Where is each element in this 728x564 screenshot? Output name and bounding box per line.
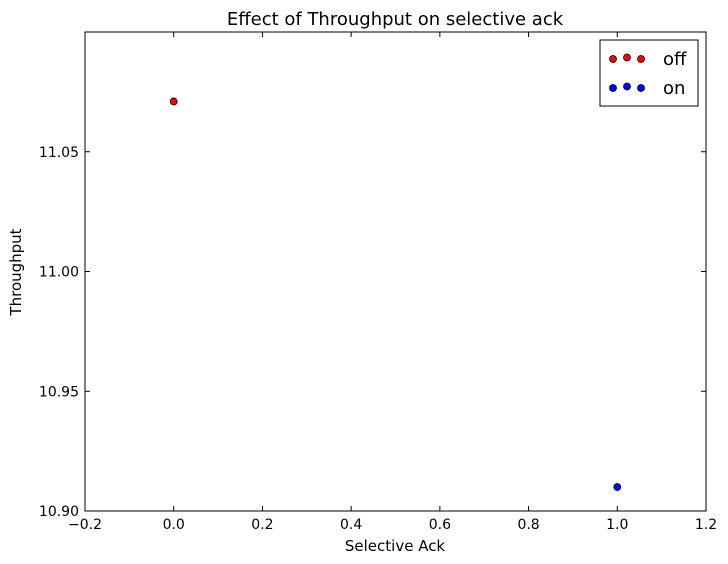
data-point-on	[613, 483, 622, 491]
x-tick-label: 1.2	[695, 517, 717, 533]
y-tick-label: 11.00	[39, 265, 79, 281]
x-tick-label: 1.0	[606, 517, 628, 533]
x-tick-label: 0.4	[340, 517, 362, 533]
legend-label-on: on	[663, 78, 685, 99]
y-tick-label: 11.05	[39, 145, 79, 161]
data-points	[169, 97, 622, 491]
legend-marker-on	[637, 84, 645, 92]
legend-marker-off	[609, 55, 617, 63]
legend-marker-on	[609, 84, 617, 92]
legend: off on	[599, 39, 699, 107]
x-tick-label: 0.6	[429, 517, 451, 533]
y-axis-label: Throughput	[7, 228, 25, 316]
y-tick-label: 10.90	[39, 504, 79, 520]
legend-label-off: off	[663, 49, 687, 70]
legend-marker-off	[623, 53, 631, 62]
y-tick-label: 10.95	[39, 384, 79, 400]
chart-title: Effect of Throughput on selective ack	[227, 9, 564, 30]
x-tick-label: −0.2	[68, 517, 102, 533]
x-tick-label: 0.2	[251, 517, 273, 533]
axis-ticks: −0.2 0.0 0.2 0.4 0.6 0.8 1.0 1.2 10.90 10.95 11.00…	[39, 32, 717, 533]
plot-area-frame	[84, 31, 707, 512]
legend-marker-on	[623, 82, 631, 91]
x-axis-label: Selective Ack	[345, 537, 446, 555]
legend-box	[599, 39, 699, 107]
x-tick-label: 0.0	[163, 517, 185, 533]
x-tick-label: 0.8	[517, 517, 539, 533]
data-point-off	[169, 97, 178, 106]
legend-marker-off	[637, 55, 645, 63]
